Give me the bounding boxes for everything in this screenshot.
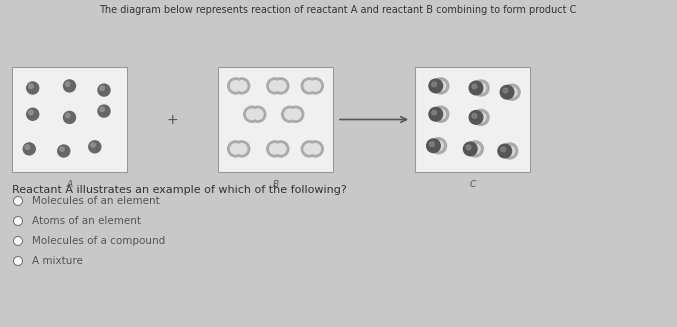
Circle shape	[469, 111, 483, 124]
Circle shape	[503, 88, 508, 93]
Circle shape	[269, 81, 280, 91]
Circle shape	[507, 87, 517, 97]
Text: B: B	[272, 180, 278, 189]
Circle shape	[98, 105, 110, 117]
Circle shape	[64, 80, 76, 92]
Circle shape	[267, 78, 283, 94]
Circle shape	[244, 106, 260, 122]
Circle shape	[267, 141, 283, 157]
Circle shape	[469, 81, 483, 95]
Circle shape	[234, 141, 250, 157]
Circle shape	[432, 82, 437, 87]
Circle shape	[273, 78, 289, 94]
Text: Reactant A illustrates an example of which of the following?: Reactant A illustrates an example of whi…	[12, 185, 347, 195]
Circle shape	[464, 142, 477, 156]
Circle shape	[427, 139, 440, 153]
Circle shape	[473, 110, 489, 125]
Circle shape	[476, 112, 486, 122]
Circle shape	[473, 80, 489, 96]
Circle shape	[429, 79, 443, 93]
Circle shape	[26, 82, 39, 94]
Circle shape	[250, 106, 266, 122]
Text: A: A	[66, 180, 72, 189]
Text: C: C	[469, 180, 476, 189]
Circle shape	[227, 141, 244, 157]
Circle shape	[310, 144, 320, 154]
Circle shape	[436, 81, 445, 91]
Circle shape	[288, 106, 304, 122]
Circle shape	[467, 141, 483, 157]
Circle shape	[227, 78, 244, 94]
Circle shape	[301, 78, 318, 94]
Circle shape	[236, 144, 247, 154]
Circle shape	[433, 106, 449, 122]
Circle shape	[498, 144, 512, 158]
Circle shape	[100, 107, 104, 112]
Circle shape	[429, 142, 434, 146]
Circle shape	[66, 113, 70, 118]
Circle shape	[100, 86, 104, 91]
Circle shape	[502, 143, 518, 159]
Circle shape	[14, 216, 22, 226]
Circle shape	[89, 141, 101, 153]
Circle shape	[307, 141, 324, 157]
Circle shape	[472, 113, 477, 118]
Bar	[218, 67, 333, 172]
Circle shape	[28, 110, 33, 115]
Circle shape	[246, 109, 257, 119]
Text: A mixture: A mixture	[32, 256, 83, 266]
Circle shape	[310, 81, 320, 91]
Circle shape	[276, 144, 286, 154]
Circle shape	[304, 81, 315, 91]
Circle shape	[307, 78, 324, 94]
Bar	[415, 67, 530, 172]
Text: The diagram below represents reaction of reactant A and reactant B combining to : The diagram below represents reaction of…	[100, 5, 577, 15]
Circle shape	[64, 112, 76, 123]
Circle shape	[98, 84, 110, 96]
Circle shape	[60, 147, 64, 151]
Circle shape	[269, 144, 280, 154]
Circle shape	[504, 84, 520, 100]
Circle shape	[501, 147, 506, 152]
Circle shape	[14, 236, 22, 246]
Circle shape	[230, 81, 241, 91]
Circle shape	[236, 81, 247, 91]
Bar	[12, 67, 127, 172]
Circle shape	[91, 143, 95, 147]
Circle shape	[500, 85, 514, 99]
Circle shape	[301, 141, 318, 157]
Circle shape	[14, 256, 22, 266]
Circle shape	[230, 144, 241, 154]
Circle shape	[26, 108, 39, 120]
Circle shape	[436, 110, 445, 119]
Circle shape	[434, 141, 443, 150]
Circle shape	[304, 144, 315, 154]
Circle shape	[28, 84, 33, 89]
Text: Molecules of a compound: Molecules of a compound	[32, 236, 165, 246]
Circle shape	[476, 83, 486, 93]
Circle shape	[25, 145, 30, 149]
Circle shape	[472, 84, 477, 89]
Circle shape	[23, 143, 35, 155]
Circle shape	[433, 78, 449, 94]
Circle shape	[471, 144, 480, 154]
Circle shape	[290, 109, 301, 119]
Circle shape	[284, 109, 295, 119]
Circle shape	[466, 145, 471, 150]
Circle shape	[432, 110, 437, 115]
Circle shape	[282, 106, 298, 122]
Circle shape	[58, 145, 70, 157]
Circle shape	[429, 108, 443, 121]
Text: Molecules of an element: Molecules of an element	[32, 196, 160, 206]
Circle shape	[66, 82, 70, 86]
Circle shape	[234, 78, 250, 94]
Circle shape	[505, 146, 515, 156]
Circle shape	[431, 138, 447, 154]
Circle shape	[253, 109, 263, 119]
Circle shape	[14, 197, 22, 205]
Text: Atoms of an element: Atoms of an element	[32, 216, 141, 226]
Circle shape	[273, 141, 289, 157]
Text: +: +	[167, 112, 178, 127]
Circle shape	[276, 81, 286, 91]
